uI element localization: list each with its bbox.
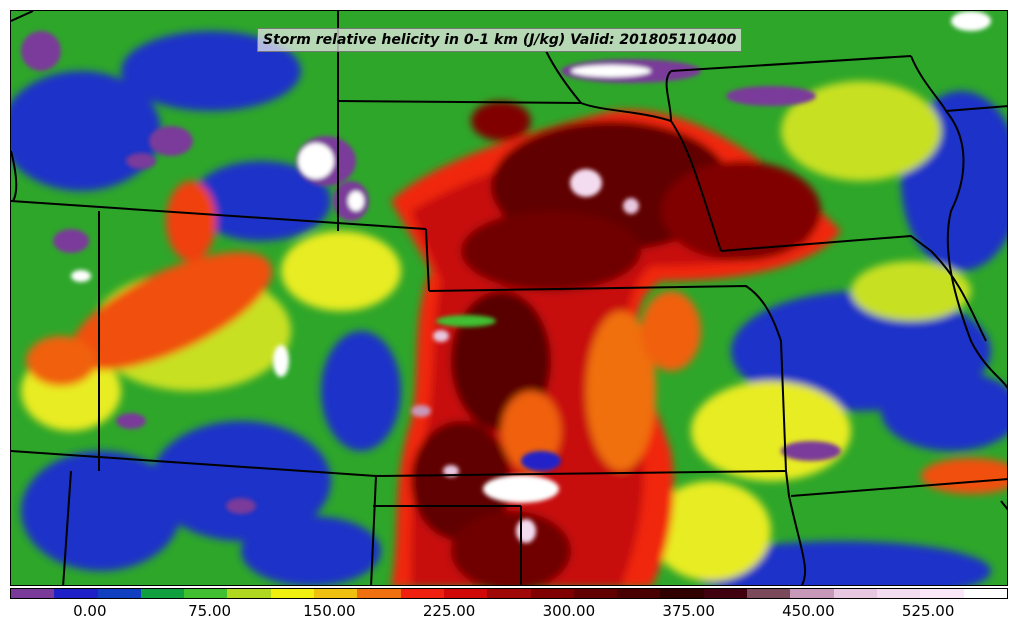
colorbar-tick-label: 375.00 bbox=[662, 602, 715, 620]
colorbar-swatch bbox=[747, 589, 791, 598]
colorbar-swatch bbox=[357, 589, 401, 598]
colorbar-tick-label: 75.00 bbox=[188, 602, 232, 620]
colorbar-swatch bbox=[314, 589, 358, 598]
colorbar-tick-labels: 0.00 75.00 150.00 225.00 300.00 375.00 450.00 5… bbox=[10, 602, 1008, 624]
colorbar-swatch bbox=[833, 589, 877, 598]
colorbar-swatch bbox=[400, 589, 444, 598]
colorbar-swatch bbox=[963, 589, 1007, 598]
colorbar bbox=[10, 588, 1008, 599]
colorbar-tick-label: 450.00 bbox=[782, 602, 835, 620]
colorbar-swatch bbox=[11, 589, 55, 598]
map-title: Storm relative helicity in 0-1 km (J/kg)… bbox=[257, 28, 743, 52]
colorbar-swatch bbox=[530, 589, 574, 598]
colorbar-swatch bbox=[227, 589, 271, 598]
colorbar-swatch bbox=[443, 589, 488, 598]
colorbar-tick-label: 225.00 bbox=[422, 602, 476, 620]
colorbar-swatch bbox=[703, 589, 748, 598]
colorbar-tick-label: 150.00 bbox=[303, 602, 356, 620]
colorbar-tick-label: 0.00 bbox=[73, 602, 107, 620]
colorbar-swatch bbox=[184, 589, 228, 598]
colorbar-swatch bbox=[573, 589, 618, 598]
colorbar-swatch bbox=[54, 589, 98, 598]
colorbar-swatch bbox=[660, 589, 704, 598]
helicity-field bbox=[11, 11, 1007, 585]
colorbar-swatch bbox=[97, 589, 141, 598]
colorbar-swatch bbox=[617, 589, 661, 598]
colorbar-swatch bbox=[876, 589, 921, 598]
colorbar-swatch bbox=[790, 589, 834, 598]
colorbar-tick-label: 525.00 bbox=[901, 602, 955, 620]
colorbar-swatch bbox=[920, 589, 964, 598]
colorbar-swatch bbox=[270, 589, 315, 598]
colorbar-tick-label: 300.00 bbox=[542, 602, 596, 620]
helicity-map: Storm relative helicity in 0-1 km (J/kg)… bbox=[10, 10, 1008, 586]
state-boundaries bbox=[11, 11, 1007, 585]
colorbar-swatch bbox=[487, 589, 531, 598]
colorbar-swatch bbox=[140, 589, 185, 598]
